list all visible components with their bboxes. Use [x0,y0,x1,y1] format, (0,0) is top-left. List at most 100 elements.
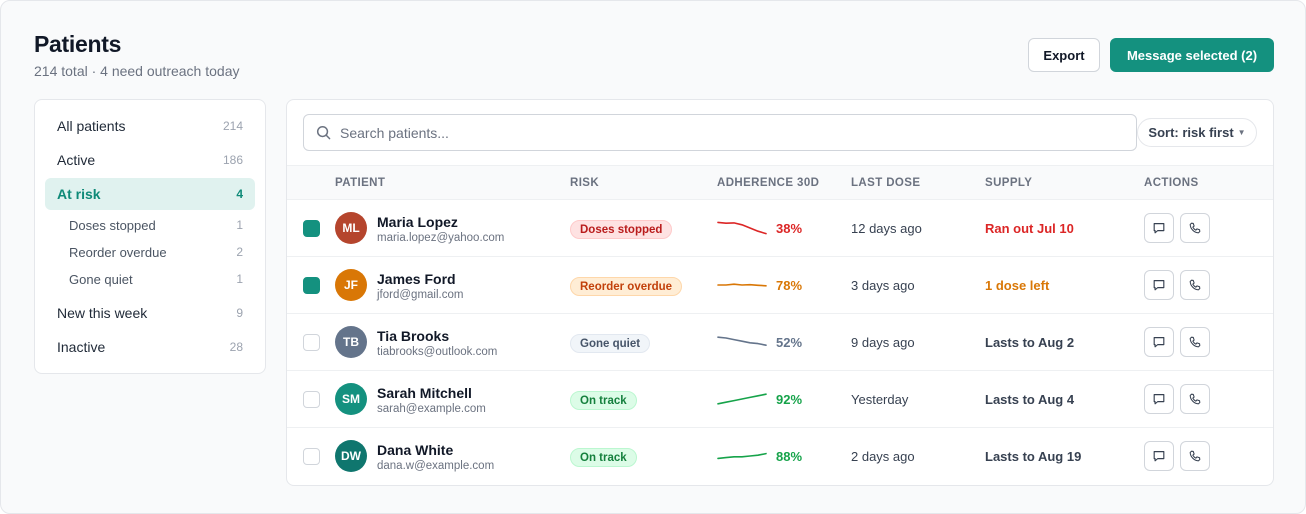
phone-icon [1189,393,1201,405]
sidebar-item-label: At risk [57,186,101,202]
supply-status: Lasts to Aug 2 [985,335,1075,350]
patient-email: maria.lopez@yahoo.com [377,232,505,244]
message-selected-button[interactable]: Message selected (2) [1110,38,1274,72]
adherence-sparkline [717,275,767,300]
table-row[interactable]: DW Dana White dana.w@example.com On track 88… [287,428,1273,485]
sidebar-item-label: Doses stopped [69,217,156,233]
sparkline-line [717,336,767,346]
sort-dropdown[interactable]: Sort: risk first ▼ [1137,118,1257,147]
message-icon [1153,280,1165,291]
adherence-sparkline [717,332,767,357]
column-header-supply[interactable]: SUPPLY [985,177,1033,189]
row-checkbox[interactable] [303,220,320,237]
column-header-risk[interactable]: RISK [570,177,600,189]
adherence-percent: 92% [776,392,803,407]
adherence-percent: 78% [776,278,803,293]
patient-name[interactable]: James Ford [377,271,456,287]
page-subtitle: 214 total · 4 need outreach today [34,63,240,79]
table-row[interactable]: JF James Ford jford@gmail.com Reorder overd… [287,257,1273,314]
patient-email: jford@gmail.com [377,289,464,301]
phone-icon [1189,450,1201,462]
sidebar-subitem-reorder-overdue[interactable]: Reorder overdue 2 [57,239,255,265]
table-row[interactable]: TB Tia Brooks tiabrooks@outlook.com Gone qu… [287,314,1273,371]
adherence-percent: 88% [776,449,803,464]
table-header: PATIENT RISK ADHERENCE 30D LAST DOSE SUP… [287,165,1273,200]
search-box [303,114,1137,151]
sidebar-item-all-patients[interactable]: All patients 214 [45,110,255,142]
row-checkbox[interactable] [303,391,320,408]
message-button[interactable] [1144,441,1174,471]
column-header-adherence[interactable]: ADHERENCE 30D [717,177,820,189]
sidebar-item-new-this-week[interactable]: New this week 9 [45,297,255,329]
message-button[interactable] [1144,327,1174,357]
last-dose: 9 days ago [851,335,915,350]
column-header-patient[interactable]: PATIENT [335,177,386,189]
call-button[interactable] [1180,213,1210,243]
patient-name[interactable]: Sarah Mitchell [377,385,472,401]
row-checkbox[interactable] [303,277,320,294]
avatar: ML [335,212,367,244]
call-button[interactable] [1180,441,1210,471]
row-checkbox[interactable] [303,448,320,465]
call-button[interactable] [1180,327,1210,357]
adherence-sparkline [717,446,767,471]
sidebar-subitem-doses-stopped[interactable]: Doses stopped 1 [57,212,255,238]
message-button[interactable] [1144,384,1174,414]
last-dose: Yesterday [851,392,909,407]
avatar: SM [335,383,367,415]
patient-email: sarah@example.com [377,403,486,415]
risk-badge: Reorder overdue [570,277,683,296]
sidebar-item-label: Gone quiet [69,271,133,287]
sparkline-line [717,283,767,287]
sidebar-item-count: 2 [236,245,243,259]
avatar: JF [335,269,367,301]
sidebar-item-count: 1 [236,272,243,286]
sort-label: Sort: risk first [1148,125,1234,140]
call-button[interactable] [1180,384,1210,414]
adherence-sparkline [717,389,767,414]
last-dose: 12 days ago [851,221,922,236]
message-button[interactable] [1144,213,1174,243]
risk-badge: Gone quiet [570,334,651,353]
patient-name[interactable]: Tia Brooks [377,328,450,344]
search-icon [316,125,331,140]
risk-badge: Doses stopped [570,220,673,239]
sidebar-item-inactive[interactable]: Inactive 28 [45,331,255,363]
table-row[interactable]: ML Maria Lopez maria.lopez@yahoo.com Doses … [287,200,1273,257]
phone-icon [1189,279,1201,291]
avatar: TB [335,326,367,358]
sidebar-item-label: Active [57,152,96,168]
adherence-percent: 52% [776,335,803,350]
patient-email: tiabrooks@outlook.com [377,346,498,358]
page-title: Patients [34,31,122,57]
search-input[interactable] [340,115,1130,150]
sidebar-item-count: 9 [236,306,243,320]
sparkline-line [717,393,767,405]
sidebar-item-label: Inactive [57,339,106,355]
column-header-last-dose[interactable]: LAST DOSE [851,177,921,189]
message-icon [1153,337,1165,348]
sidebar-item-count: 1 [236,218,243,232]
sidebar-subitem-gone-quiet[interactable]: Gone quiet 1 [57,266,255,292]
message-button[interactable] [1144,270,1174,300]
table-row[interactable]: SM Sarah Mitchell sarah@example.com On trac… [287,371,1273,428]
supply-status: Lasts to Aug 4 [985,392,1075,407]
risk-badge: On track [570,391,637,410]
sidebar-item-label: Reorder overdue [69,244,167,260]
patient-name[interactable]: Maria Lopez [377,214,458,230]
export-button[interactable]: Export [1028,38,1100,72]
supply-status: Ran out Jul 10 [985,221,1074,236]
last-dose: 3 days ago [851,278,915,293]
phone-icon [1189,336,1201,348]
call-button[interactable] [1180,270,1210,300]
risk-badge: On track [570,448,637,467]
patient-name[interactable]: Dana White [377,442,454,458]
patient-email: dana.w@example.com [377,460,495,472]
sidebar-item-count: 4 [236,187,243,201]
sparkline-line [717,221,767,235]
sidebar-item-at-risk[interactable]: At risk 4 [45,178,255,210]
sidebar-item-active[interactable]: Active 186 [45,144,255,176]
row-checkbox[interactable] [303,334,320,351]
message-icon [1153,451,1165,462]
